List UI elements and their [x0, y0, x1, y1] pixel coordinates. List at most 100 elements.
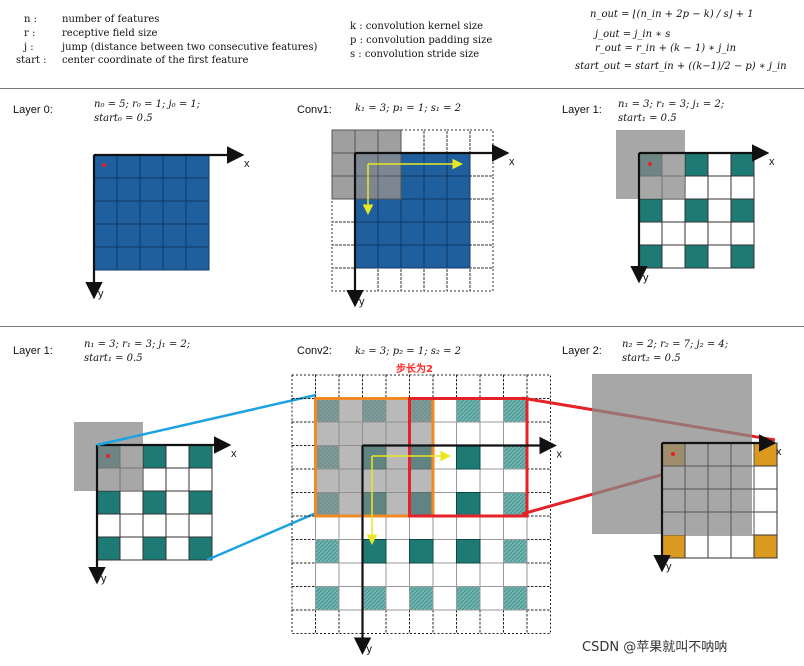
conv2-input-cell	[432, 492, 457, 517]
conv1-input-cell	[354, 221, 379, 246]
conv1-padded-grid-cell	[469, 221, 494, 246]
conv2-input-cell	[456, 586, 481, 611]
bottom-layer2-params: n₂ = 2; r₂ = 7; j₂ = 4;	[622, 339, 729, 350]
formula-nout: n_out = ⌊(n_in + 2p − k) / s⌋ + 1	[590, 9, 754, 20]
layer1-x-axis-label: x	[769, 156, 775, 168]
top-layer0-label: Layer 0:	[13, 104, 53, 116]
layer1-grid-cell	[707, 244, 732, 269]
bottom-layer1-x-axis-label: x	[231, 448, 237, 460]
conv2-input-cell	[503, 539, 528, 564]
conv1-input-cell	[423, 244, 448, 269]
bottom-layer1-grid-cell	[142, 536, 167, 561]
layer1-grid-cell	[684, 198, 709, 223]
layer0-grid-cell	[93, 200, 118, 225]
conv1-input-cell	[400, 198, 425, 223]
top-conv1-label: Conv1:	[297, 104, 332, 116]
layer0-grid-cell	[116, 223, 141, 248]
layer1-grid-cell	[707, 198, 732, 223]
conv2-padded-grid-cell	[456, 374, 481, 399]
projection-line-top	[96, 393, 317, 447]
conv1-input-cell	[354, 244, 379, 269]
conv1-input-cell	[423, 175, 448, 200]
bottom-layer1-grid-cell	[96, 536, 121, 561]
top-layer1-label: Layer 1:	[562, 104, 602, 116]
layer0-y-axis-label: y	[98, 288, 104, 300]
legend-sym-n: n :	[24, 14, 37, 25]
conv2-input-cell	[432, 515, 457, 540]
conv2-input-cell	[456, 468, 481, 493]
layer0-grid-cell	[185, 223, 210, 248]
conv1-padded-grid-cell	[400, 267, 425, 292]
conv1-input-cell	[446, 198, 471, 223]
conv2-input-cell	[409, 562, 434, 587]
conv2-input-cell	[432, 586, 457, 611]
layer1-grid-cell	[638, 198, 663, 223]
conv2-input-cell	[432, 539, 457, 564]
conv2-padded-grid-cell	[338, 609, 363, 634]
conv2-padded-grid-cell	[526, 586, 551, 611]
conv2-input-cell	[503, 586, 528, 611]
layer0-grid-cell	[185, 154, 210, 179]
conv2-padded-grid-cell	[526, 609, 551, 634]
conv2-padded-grid-cell	[338, 374, 363, 399]
layer0-grid-cell	[116, 200, 141, 225]
conv2-input-cell	[385, 515, 410, 540]
layer1-grid-cell	[707, 175, 732, 200]
conv2-input-cell	[315, 586, 340, 611]
layer0-grid-cell	[162, 246, 187, 271]
layer1-grid-cell	[707, 152, 732, 177]
conv1-padded-grid-cell	[423, 129, 448, 154]
layer1-grid-cell	[638, 221, 663, 246]
conv2-input-cell	[362, 515, 387, 540]
layer0-grid-cell	[139, 154, 164, 179]
conv2-input-cell	[503, 445, 528, 470]
layer1-start-dot	[648, 162, 652, 166]
conv2-padded-grid-cell	[479, 374, 504, 399]
conv1-padded-grid-cell	[354, 267, 379, 292]
conv2-input-cell	[479, 421, 504, 446]
conv2-input-cell	[385, 539, 410, 564]
conv1-input-cell	[446, 244, 471, 269]
layer2-start-dot	[671, 452, 675, 456]
layer0-grid-cell	[116, 246, 141, 271]
conv2-padded-grid-cell	[291, 492, 316, 517]
conv2-padded-grid-cell	[291, 445, 316, 470]
bottom-layer1-y-axis-label: y	[101, 573, 107, 585]
conv2-input-cell	[315, 515, 340, 540]
layer2-grid-cell	[661, 534, 686, 559]
conv2-padded-grid-cell	[291, 421, 316, 446]
conv1-padded-grid-cell	[423, 267, 448, 292]
conv2-input-cell	[315, 562, 340, 587]
projection-line-bottom	[206, 511, 317, 562]
layer0-grid-cell	[139, 246, 164, 271]
layer1-y-axis-label: y	[643, 272, 649, 284]
layer2-grid-cell	[753, 442, 778, 467]
conv1-input-cell	[377, 244, 402, 269]
bottom-layer1-grid-cell	[188, 536, 213, 561]
bottom-layer2-start: start₂ = 0.5	[622, 353, 681, 364]
layer0-grid-cell	[139, 177, 164, 202]
bottom-layer1-grid-cell	[188, 513, 213, 538]
conv2-input-cell	[503, 562, 528, 587]
conv2-input-cell	[409, 515, 434, 540]
layer1-grid-cell	[684, 152, 709, 177]
conv2-input-cell	[432, 445, 457, 470]
conv2-input-cell	[479, 398, 504, 423]
conv2-input-cell	[432, 398, 457, 423]
bottom-layer1-grid-cell	[96, 490, 121, 515]
conv2-input-cell	[503, 421, 528, 446]
layer1-grid-cell	[730, 152, 755, 177]
conv1-padded-grid-cell	[377, 267, 402, 292]
legend-sym-start: start :	[16, 55, 47, 66]
bottom-layer1-grid-cell	[119, 513, 144, 538]
conv1-input-cell	[400, 175, 425, 200]
layer0-grid-cell	[93, 177, 118, 202]
conv2-input-cell	[456, 398, 481, 423]
bottom-layer1-start: start₁ = 0.5	[84, 353, 143, 364]
conv2-input-cell	[385, 562, 410, 587]
layer0-grid-cell	[162, 200, 187, 225]
layer0-grid-cell	[116, 177, 141, 202]
layer1-grid-cell	[730, 198, 755, 223]
conv2-input-cell	[479, 492, 504, 517]
